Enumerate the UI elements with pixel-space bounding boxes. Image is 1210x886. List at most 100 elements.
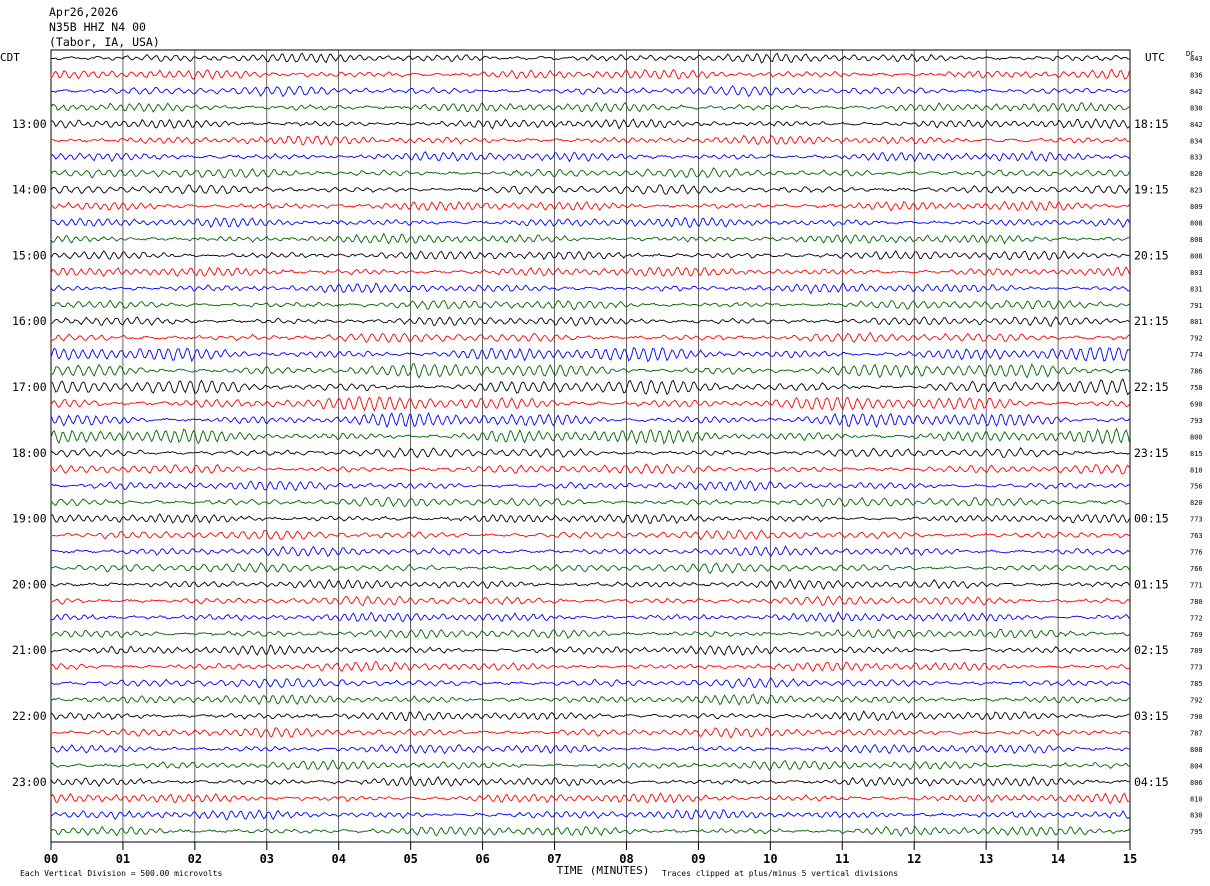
seismic-trace [50,529,1130,541]
x-tick-label: 05 [403,852,417,866]
x-tick-label: 12 [907,852,921,866]
dc-offset-label: 793 [1190,417,1203,425]
dc-offset-label: 804 [1190,762,1203,770]
utc-hour-label: 04:15 [1134,775,1169,789]
dc-offset-label: 801 [1190,318,1203,326]
cdt-hour-label: 19:00 [12,512,47,526]
seismic-trace [50,513,1130,525]
utc-hour-label: 20:15 [1134,248,1169,262]
seismic-trace [50,217,1130,229]
seismic-trace [50,660,1130,673]
x-tick-label: 15 [1123,852,1137,866]
dc-offset-label: 830 [1190,812,1203,820]
seismic-trace [50,447,1130,459]
seismic-trace [50,282,1130,295]
dc-offset-label: 830 [1190,104,1203,112]
dc-offset-label: 758 [1190,384,1203,392]
dc-offset-label: 792 [1190,335,1203,343]
seismic-trace [50,332,1130,344]
utc-hour-label: 18:15 [1134,117,1169,131]
seismic-trace [50,759,1130,771]
dc-offset-label: 776 [1190,549,1203,557]
seismic-trace [50,68,1130,80]
x-tick-label: 09 [691,852,705,866]
clip-note: Traces clipped at plus/minus 5 vertical … [662,869,898,878]
cdt-hour-label: 23:00 [12,775,47,789]
x-tick-label: 08 [619,852,633,866]
utc-hour-label: 01:15 [1134,577,1169,591]
x-tick-label: 00 [44,852,58,866]
utc-label: UTC [1145,51,1165,64]
dc-offset-label: 773 [1190,516,1203,524]
plot-frame [50,49,1131,843]
seismic-trace [50,85,1130,98]
seismic-trace [50,693,1130,706]
seismic-trace [50,150,1130,163]
seismic-trace [50,479,1130,492]
seismic-trace [50,727,1130,739]
cdt-hour-label: 15:00 [12,248,47,262]
utc-hour-label: 00:15 [1134,512,1169,526]
seismic-trace [50,134,1130,146]
location-label: (Tabor, IA, USA) [49,35,160,49]
cdt-hour-label: 20:00 [12,577,47,591]
seismic-trace [50,363,1130,379]
x-tick-label: 13 [979,852,993,866]
dc-offset-label: 808 [1190,252,1203,260]
seismic-trace [50,644,1130,656]
cdt-hour-label: 16:00 [12,314,47,328]
seismic-trace [50,118,1130,130]
x-tick-label: 04 [332,852,346,866]
dc-offset-label: 790 [1190,713,1203,721]
seismic-trace [50,809,1130,821]
seismic-trace [50,378,1130,396]
x-tick-label: 10 [763,852,777,866]
seismic-trace [50,200,1130,212]
seismic-trace [50,743,1130,755]
station-label: N35B HHZ N4 00 [49,20,146,34]
cdt-hour-label: 18:00 [12,446,47,460]
x-axis-label: TIME (MINUTES) [557,864,650,877]
dc-offset-label: 769 [1190,631,1203,639]
utc-hour-label: 22:15 [1134,380,1169,394]
dc-offset-label: 810 [1190,466,1203,474]
utc-hour-label: 23:15 [1134,446,1169,460]
dc-offset-label: 833 [1190,154,1203,162]
dc-offset-label: 795 [1190,828,1203,836]
seismic-trace [50,825,1130,837]
dc-offset-label: 808 [1190,220,1203,228]
x-tick-label: 06 [475,852,489,866]
dc-offset-label: 789 [1190,647,1203,655]
seismic-trace [50,232,1130,245]
dc-offset-label: 803 [1190,269,1203,277]
dc-offset-label: 843 [1190,55,1203,63]
dc-offset-label: 786 [1190,368,1203,376]
x-tick-label: 07 [547,852,561,866]
seismic-trace [50,792,1130,805]
x-tick-label: 02 [188,852,202,866]
utc-hour-label: 19:15 [1134,183,1169,197]
dc-offset-label: 834 [1190,137,1203,145]
dc-offset-label: 774 [1190,351,1203,359]
cdt-hour-label: 22:00 [12,709,47,723]
dc-label: DC [1186,50,1194,58]
seismic-trace [50,562,1130,574]
dc-offset-label: 792 [1190,697,1203,705]
cdt-hour-label: 17:00 [12,380,47,394]
dc-offset-label: 771 [1190,581,1203,589]
dc-offset-label: 690 [1190,400,1203,408]
utc-hour-label: 02:15 [1134,643,1169,657]
cdt-hour-label: 13:00 [12,117,47,131]
dc-offset-label: 756 [1190,483,1203,491]
seismic-trace [50,775,1130,788]
seismic-trace [50,250,1130,261]
dc-offset-label: 831 [1190,285,1203,293]
x-tick-label: 03 [260,852,274,866]
seismic-trace [50,677,1130,689]
seismic-trace [50,396,1130,412]
dc-offset-label: 809 [1190,203,1203,211]
seismic-trace [50,710,1130,722]
cdt-hour-label: 21:00 [12,643,47,657]
scale-note: Each Vertical Division = 500.00 microvol… [20,869,222,878]
